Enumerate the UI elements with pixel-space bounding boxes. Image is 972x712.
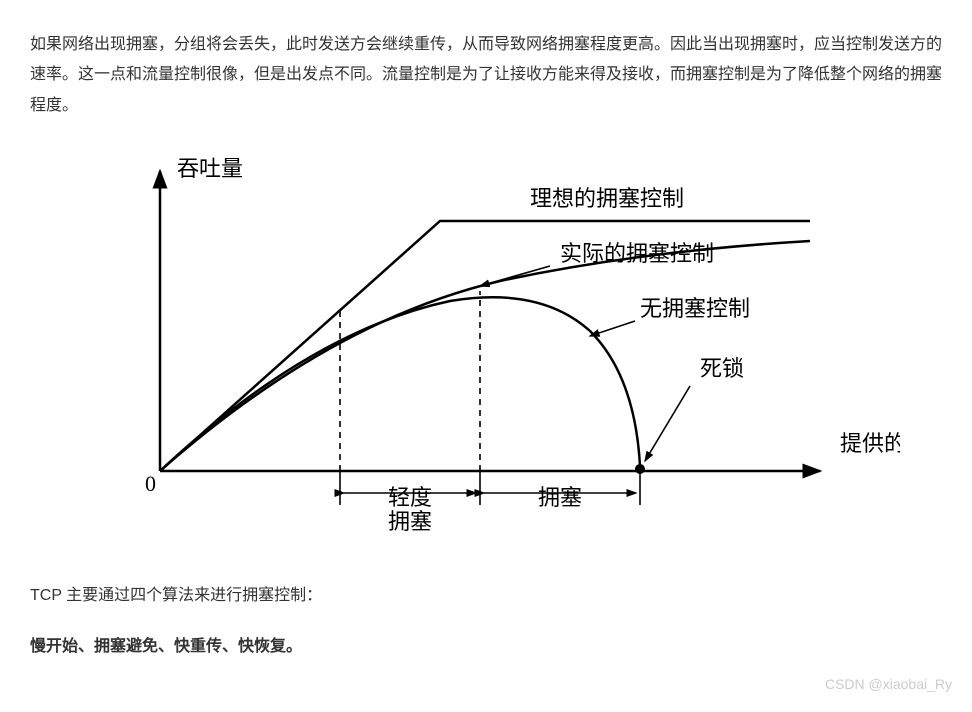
congestion-chart: 吞吐量提供的负载0理想的拥塞控制实际的拥塞控制无拥塞控制死锁轻度拥塞拥塞: [80, 141, 942, 551]
svg-text:0: 0: [145, 471, 156, 496]
svg-text:轻度: 轻度: [388, 485, 432, 510]
tcp-algos-list: 慢开始、拥塞避免、快重传、快恢复。: [30, 632, 942, 662]
svg-text:理想的拥塞控制: 理想的拥塞控制: [530, 186, 684, 211]
tcp-algos-intro: TCP 主要通过四个算法来进行拥塞控制：: [30, 581, 942, 611]
svg-text:无拥塞控制: 无拥塞控制: [640, 296, 750, 321]
svg-text:吞吐量: 吞吐量: [177, 156, 243, 181]
svg-text:拥塞: 拥塞: [538, 485, 582, 510]
svg-text:实际的拥塞控制: 实际的拥塞控制: [560, 241, 714, 266]
svg-text:拥塞: 拥塞: [388, 509, 432, 534]
intro-paragraph: 如果网络出现拥塞，分组将会丢失，此时发送方会继续重传，从而导致网络拥塞程度更高。…: [30, 30, 942, 121]
watermark: CSDN @xiaobai_Ry: [825, 676, 952, 692]
svg-text:提供的负载: 提供的负载: [840, 431, 900, 456]
svg-text:死锁: 死锁: [700, 356, 744, 381]
